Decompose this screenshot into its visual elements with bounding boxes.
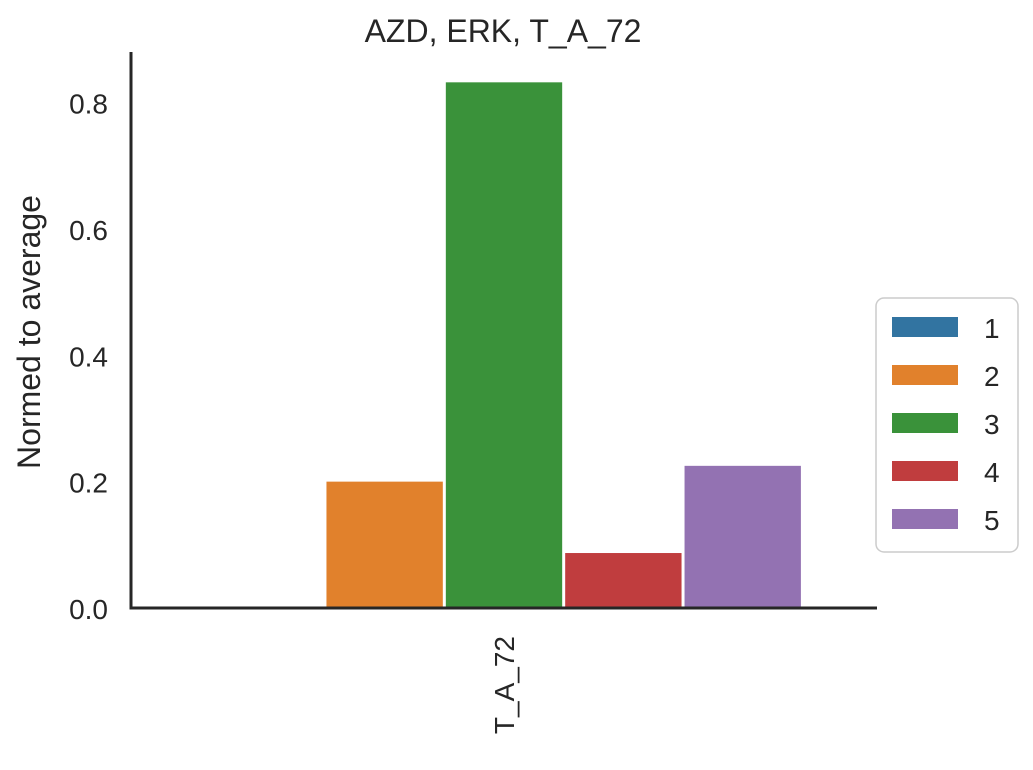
bar-series-3 (445, 82, 563, 608)
legend-swatch-3 (892, 413, 958, 433)
chart-title: AZD, ERK, T_A_72 (365, 13, 642, 49)
y-tick-label: 0.8 (69, 89, 108, 120)
legend-label-5: 5 (984, 505, 1000, 536)
legend-label-3: 3 (984, 409, 1000, 440)
y-tick-label: 0.2 (69, 468, 108, 499)
legend-label-1: 1 (984, 313, 1000, 344)
legend-swatch-4 (892, 461, 958, 481)
legend: 1 2 3 4 5 (875, 297, 1019, 553)
y-tick-label: 0.6 (69, 215, 108, 246)
y-axis-ticks: 0.0 0.2 0.4 0.6 0.8 (69, 89, 108, 625)
legend-label-4: 4 (984, 457, 1000, 488)
x-tick-label: T_A_72 (489, 636, 520, 734)
legend-swatch-1 (892, 317, 958, 337)
y-axis-label: Normed to average (11, 195, 47, 469)
bars-group (326, 82, 801, 608)
y-tick-label: 0.4 (69, 341, 108, 372)
bar-series-4 (565, 553, 682, 608)
legend-swatch-5 (892, 509, 958, 529)
legend-label-2: 2 (984, 361, 1000, 392)
bar-series-5 (684, 465, 801, 608)
y-tick-label: 0.0 (69, 594, 108, 625)
x-axis-ticks: T_A_72 (489, 636, 520, 734)
legend-swatch-2 (892, 365, 958, 385)
bar-series-2 (326, 481, 443, 608)
